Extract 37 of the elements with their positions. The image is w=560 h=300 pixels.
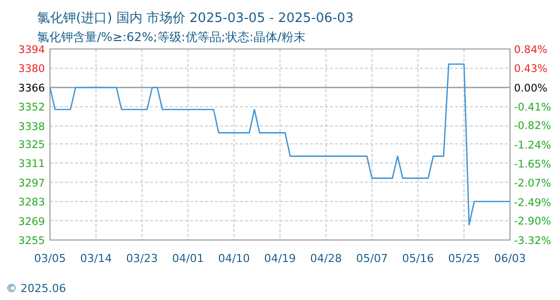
chart-subtitle: 氯化钾含量/%≥:62%;等级:优等品;状态:晶体/粉末 — [37, 30, 306, 44]
y-tick-label: 3380 — [18, 63, 45, 76]
y2-tick-label: -1.65% — [514, 158, 552, 170]
y-tick-label: 3394 — [18, 44, 46, 56]
x-tick-label: 05/25 — [448, 252, 480, 265]
y2-tick-label: 0.43% — [514, 62, 548, 75]
y2-tick-label: -0.41% — [514, 101, 552, 114]
y-tick-label: 3269 — [18, 216, 45, 228]
y2-tick-label: -2.49% — [514, 196, 552, 209]
y-tick-label: 3338 — [18, 120, 45, 133]
y2-tick-label: -0.82% — [514, 120, 552, 132]
y2-tick-label: -2.90% — [514, 216, 552, 228]
y-tick-label: 3255 — [18, 235, 45, 247]
x-tick-label: 04/10 — [218, 252, 250, 265]
chart-title: 氯化钾(进口) 国内 市场价 2025-03-05 - 2025-06-03 — [37, 11, 354, 26]
x-tick-label: 03/14 — [80, 252, 112, 265]
y-tick-label: 3311 — [18, 158, 45, 170]
y-tick-label: 3283 — [18, 196, 45, 209]
x-tick-label: 04/28 — [310, 252, 342, 265]
x-tick-label: 03/05 — [34, 252, 66, 265]
x-tick-label: 04/19 — [264, 252, 296, 265]
x-tick-label: 05/16 — [402, 252, 434, 265]
y2-tick-label: -3.32% — [514, 235, 552, 247]
x-tick-label: 03/23 — [126, 252, 158, 265]
text: © 2025.06 — [6, 282, 66, 295]
x-tick-label: 05/07 — [356, 252, 388, 265]
line-series — [49, 63, 511, 226]
y2-tick-label: 0.00% — [514, 82, 548, 95]
y-tick-label: 3366 — [18, 82, 46, 94]
x-tick-label: 06/03 — [494, 252, 526, 265]
y2-tick-label: -2.07% — [514, 178, 552, 190]
y2-tick-label: -1.24% — [514, 140, 552, 152]
y-tick-label: 3297 — [18, 177, 45, 190]
x-tick-label: 04/01 — [172, 252, 204, 265]
y2-tick-label: 0.84% — [514, 44, 548, 56]
y-tick-label: 3325 — [18, 138, 45, 151]
y-tick-label: 3352 — [18, 102, 45, 114]
